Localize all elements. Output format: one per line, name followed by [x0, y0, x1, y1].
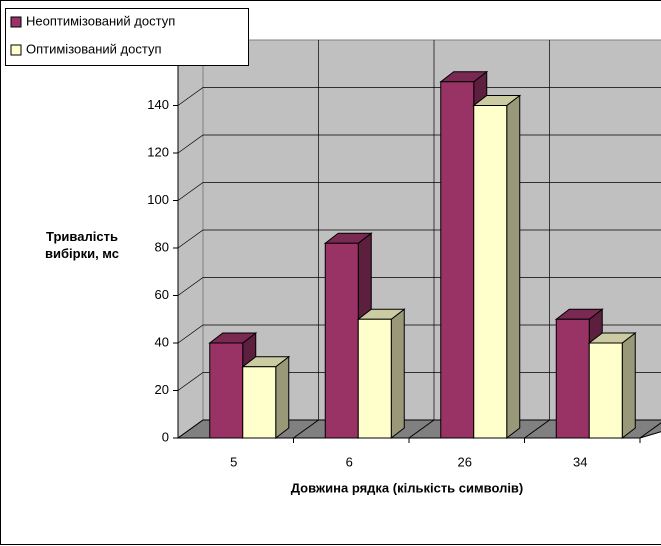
bar: [555, 318, 590, 439]
y-tick-label: 40: [155, 334, 169, 349]
bar-side: [275, 355, 290, 440]
x-tick-label: 34: [573, 454, 587, 469]
floor-divider: [293, 419, 319, 439]
grid-line: [177, 229, 661, 249]
floor-divider: [408, 419, 435, 439]
x-axis-title: Довжина рядка (кількість символів): [291, 480, 524, 495]
bar: [357, 318, 392, 439]
grid-line: [177, 87, 661, 106]
legend-swatch: [10, 16, 22, 28]
bar-side: [506, 94, 521, 440]
grid-line: [177, 277, 661, 296]
bar: [324, 242, 359, 439]
grid-line: [177, 134, 661, 154]
y-tick-label: 100: [147, 192, 169, 207]
grid-line: [177, 324, 661, 344]
y-tick-label: 20: [155, 382, 169, 397]
y-tick-label: 120: [147, 144, 169, 159]
bar-side: [390, 308, 405, 440]
x-tick-label: 5: [230, 454, 237, 469]
bar: [440, 81, 475, 439]
legend: [5, 8, 249, 66]
x-tick-label: 6: [346, 454, 353, 469]
bar: [473, 105, 508, 439]
y-axis-title: Тривалість вибірки, мс: [45, 229, 119, 261]
grid-line: [177, 419, 661, 439]
bar: [209, 342, 244, 439]
legend-label: Неоптимізований доступ: [26, 13, 175, 28]
grid-line: [177, 372, 661, 391]
y-tick-label: 80: [155, 239, 169, 254]
y-tick-label: 0: [162, 429, 169, 444]
floor-divider: [524, 419, 550, 439]
bar: [588, 342, 623, 439]
grid-line: [177, 182, 661, 201]
bar: [242, 366, 277, 439]
legend-label: Оптимізований доступ: [26, 41, 162, 56]
x-tick-label: 26: [458, 454, 472, 469]
y-tick-label: 140: [147, 97, 169, 112]
legend-swatch: [10, 44, 22, 56]
bar-side: [621, 331, 636, 440]
y-tick-label: 60: [155, 287, 169, 302]
